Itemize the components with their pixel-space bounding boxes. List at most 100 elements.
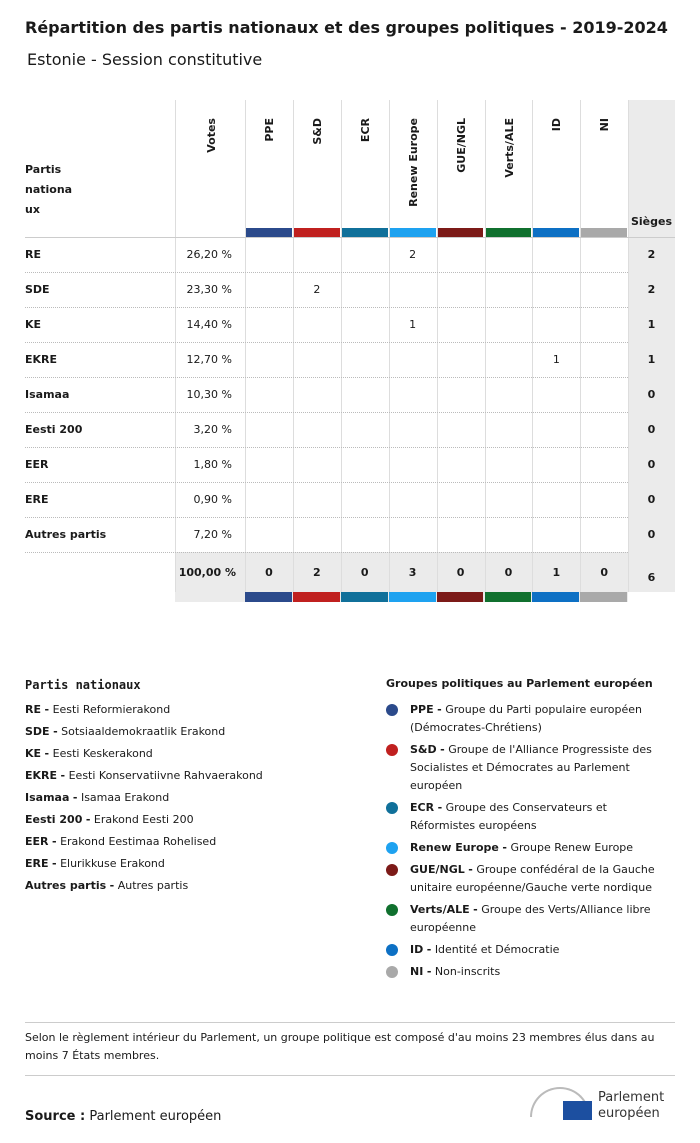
row-line xyxy=(25,272,628,273)
legend-code: EKRE xyxy=(25,769,58,782)
group-header: NI xyxy=(598,118,612,132)
votes-cell: 14,40 % xyxy=(186,318,232,331)
votes-cell: 1,80 % xyxy=(193,458,232,471)
legend-code: GUE/NGL xyxy=(410,863,465,876)
row-line xyxy=(25,307,628,308)
footnote-line xyxy=(25,1022,675,1023)
group-color-bar xyxy=(245,592,292,602)
total-cell: 2 xyxy=(647,248,656,261)
logo-text: européen xyxy=(598,1106,660,1121)
legend-code: EER xyxy=(25,835,49,848)
legend-party: ERE - Elurikkuse Erakond xyxy=(25,855,165,873)
votes-cell: 0,90 % xyxy=(193,493,232,506)
column-line xyxy=(340,100,342,592)
party-cell: Eesti 200 xyxy=(25,423,83,436)
legend-separator: - xyxy=(502,841,507,854)
group-color-bar xyxy=(436,228,484,237)
group-color-bar xyxy=(340,228,388,237)
total-cell: 2 xyxy=(647,283,656,296)
legend-group: PPE - Groupe du Parti populaire européen… xyxy=(410,701,665,737)
group-color-bar xyxy=(532,592,580,602)
legend-separator: - xyxy=(426,965,432,978)
party-cell: RE xyxy=(25,248,41,261)
legend-group: S&D - Groupe de l'Alliance Progressiste … xyxy=(410,741,665,795)
legend-group: GUE/NGL - Groupe confédéral de la Gauche… xyxy=(410,861,665,897)
legend-title: Groupes politiques au Parlement européen xyxy=(386,677,653,690)
totals-seat: 3 xyxy=(408,565,417,579)
group-color-bar xyxy=(484,228,532,237)
legend-description: Groupe Renew Europe xyxy=(510,841,634,854)
legend-description: Identité et Démocratie xyxy=(434,943,560,956)
legend-code: RE xyxy=(25,703,41,716)
source: Source : Parlement européen xyxy=(25,1108,221,1126)
legend-separator: - xyxy=(437,703,442,716)
totals-votes: 100,00 % xyxy=(178,565,236,579)
legend-party: Isamaa - Isamaa Erakond xyxy=(25,789,169,807)
group-color-bar xyxy=(580,228,628,237)
legend-code: ID xyxy=(410,943,424,956)
legend-name: Sotsiaaldemokraatlik Erakond xyxy=(61,725,226,738)
seat-cell: 2 xyxy=(409,248,417,261)
total-cell: 0 xyxy=(647,528,656,541)
logo-flag xyxy=(563,1101,592,1120)
source-text: Parlement européen xyxy=(89,1109,222,1124)
group-header: Verts/ALE xyxy=(502,118,516,178)
party-cell: EER xyxy=(25,458,49,471)
column-line xyxy=(532,100,534,592)
group-color-bar xyxy=(292,228,340,237)
row-line xyxy=(25,552,628,553)
totals-seat: 2 xyxy=(313,565,321,579)
group-color-bar xyxy=(484,592,532,602)
legend-dot xyxy=(386,904,398,916)
footnote: Selon le règlement intérieur du Parlemen… xyxy=(25,1031,655,1062)
legend-code: PPE xyxy=(410,703,434,716)
legend-dot xyxy=(386,864,398,876)
votes-cell: 26,20 % xyxy=(186,248,232,261)
legend-title: Partis nationaux xyxy=(25,678,141,692)
seat-cell: 2 xyxy=(313,283,321,296)
party-cell: KE xyxy=(25,318,42,331)
total-cell: 0 xyxy=(647,423,656,436)
party-cell: Isamaa xyxy=(25,388,70,401)
legend-code: SDE xyxy=(25,725,50,738)
legend-code: S&D xyxy=(410,743,437,756)
row-line xyxy=(25,377,628,378)
legend-name: Elurikkuse Erakond xyxy=(60,857,165,870)
totals-seat: 0 xyxy=(456,565,465,579)
column-line xyxy=(388,100,390,592)
group-header: ID xyxy=(550,118,564,132)
total-cell: 1 xyxy=(647,318,656,331)
seat-cell: 1 xyxy=(552,353,560,366)
legend-group: NI - Non-inscrits xyxy=(410,963,665,981)
column-line xyxy=(484,100,486,592)
votes-cell: 7,20 % xyxy=(193,528,232,541)
column-line xyxy=(580,100,582,592)
legend-separator: - xyxy=(60,769,66,782)
legend-name: Eesti Reformierakond xyxy=(52,703,171,716)
legend-separator: - xyxy=(440,743,445,756)
row-line xyxy=(25,447,628,448)
legend-separator: - xyxy=(53,725,58,738)
totals-seat: 0 xyxy=(600,565,609,579)
legend-name: Erakond Eestimaa Rohelised xyxy=(60,835,217,848)
legend-group: Verts/ALE - Groupe des Verts/Alliance li… xyxy=(410,901,665,937)
title: Répartition des partis nationaux et des … xyxy=(25,18,668,37)
party-cell: Autres partis xyxy=(25,528,107,541)
subtitle: Estonie - Session constitutive xyxy=(27,50,263,69)
group-color-bar xyxy=(580,592,628,602)
party-cell: SDE xyxy=(25,283,50,296)
group-color-bar xyxy=(388,228,436,237)
seat-cell: 1 xyxy=(409,318,417,331)
legend-code: ERE xyxy=(25,857,49,870)
totals-seat: 0 xyxy=(504,565,513,579)
legend-party: RE - Eesti Reformierakond xyxy=(25,701,170,719)
legend-separator: - xyxy=(473,903,478,916)
legend-description: Groupe confédéral de la Gauche unitaire … xyxy=(410,863,655,894)
legend-name: Isamaa Erakond xyxy=(80,791,170,804)
legend-separator: - xyxy=(109,879,115,892)
header-line xyxy=(25,237,675,238)
votes-cell: 10,30 % xyxy=(186,388,232,401)
legend-party: KE - Eesti Keskerakond xyxy=(25,745,153,763)
group-color-bar xyxy=(532,228,580,237)
legend-description: Non-inscrits xyxy=(434,965,501,978)
